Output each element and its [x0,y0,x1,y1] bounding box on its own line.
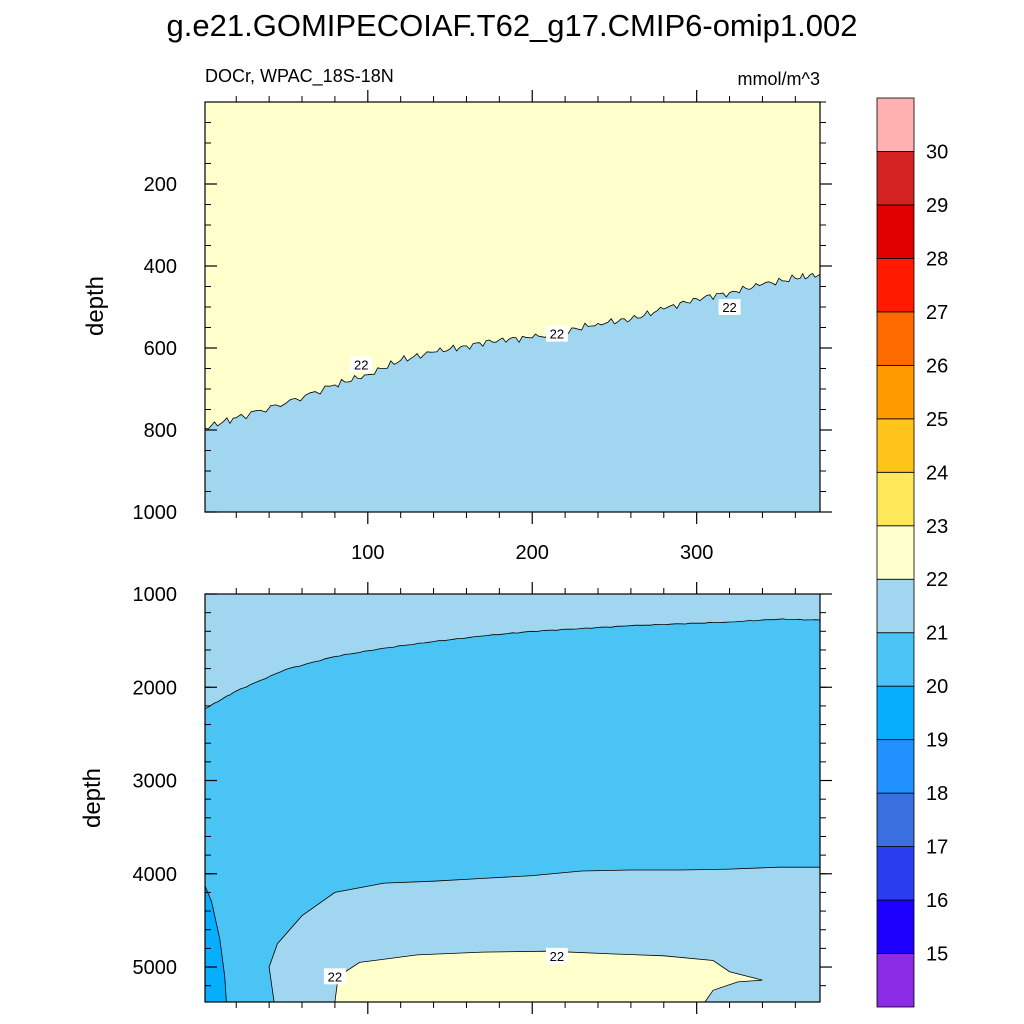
y-tick-label: 600 [144,338,177,360]
upper-contour-22 [204,272,821,430]
colorbar-label: 24 [926,462,948,484]
y-tick-label: 5000 [133,957,178,979]
colorbar-label: 23 [926,516,948,538]
chart-subtitle: DOCr, WPAC_18S-18N [205,66,394,87]
contour-label-bg [718,299,741,315]
x-tick-label: 200 [516,542,549,564]
colorbar-swatch [876,578,915,634]
contour-label-bg [350,356,373,373]
colorbar: 15 16 17 18 19 20 21 22 23 24 25 26 27 28 29 30 [876,97,948,1008]
lower-contour-21-lower [268,866,820,1003]
y-tick-label: 800 [144,420,177,442]
y-tick-label: 3000 [133,771,178,793]
upper-fill-below-22 [205,273,820,512]
colorbar-swatch [876,953,915,1008]
x-tick-label: 100 [351,542,384,564]
colorbar-label: 22 [926,569,948,591]
colorbar-swatch [876,685,915,741]
contour-label: 22 [550,949,564,964]
colorbar-swatch [876,364,915,420]
colorbar-label: 27 [926,302,948,324]
x-tick-label: 300 [680,542,713,564]
colorbar-label: 19 [926,730,948,752]
colorbar-label: 16 [926,890,948,912]
y-tick-label: 4000 [133,864,178,886]
contour-label-bg [545,947,568,964]
y-tick-label: 1000 [133,584,178,606]
contour-label: 22 [354,357,368,372]
colorbar-label: 18 [926,783,948,805]
colorbar-label: 30 [926,141,948,163]
colorbar-swatch [876,258,915,313]
chart-title: g.e21.GOMIPECOIAF.T62_g17.CMIP6-omip1.00… [167,8,858,43]
colorbar-swatch [876,471,915,527]
colorbar-swatch [876,846,915,901]
lower-contour-22 [334,950,763,1003]
colorbar-label: 17 [926,837,948,859]
colorbar-label: 20 [926,676,948,698]
plot-frame [204,593,821,1003]
colorbar-swatch [876,739,915,794]
colorbar-label: 21 [926,623,948,645]
y-tick-label: 400 [144,256,177,278]
contour-label: 22 [550,327,564,342]
contour-label: 22 [328,969,342,984]
colorbar-swatch [876,525,915,580]
colorbar-label: 15 [926,944,948,966]
colorbar-label: 28 [926,248,948,270]
colorbar-swatch [876,632,915,687]
colorbar-swatch [876,311,915,366]
y-tick-label: 1000 [133,502,178,524]
lower-contour-20 [204,885,227,1003]
colorbar-swatch [876,792,915,847]
contour-label-bg [323,968,346,985]
lower-contour-21-upper [204,618,821,710]
colorbar-label: 25 [926,409,948,431]
colorbar-swatch [876,97,915,152]
lower-panel: 22 22 1000 2000 3000 4000 5000 [133,582,832,1014]
lower-blob-22-23 [334,951,763,1002]
colorbar-swatch [876,151,915,206]
upper-y-axis-label: depth [82,276,109,336]
colorbar-swatch [876,418,915,473]
y-tick-label: 200 [144,174,177,196]
lower-band-19-20 [205,885,227,1002]
colorbar-swatch [876,899,915,954]
units-label: mmol/m^3 [738,69,820,89]
lower-band-20-21 [205,618,820,1002]
colorbar-label: 26 [926,355,948,377]
contour-label-bg [545,325,568,342]
upper-panel: 22 22 22 200 400 600 800 1000 100 200 300 [133,90,832,564]
contour-label: 22 [722,300,736,315]
lower-y-axis-label: depth [79,768,106,828]
colorbar-label: 29 [926,195,948,217]
y-tick-label: 2000 [133,677,178,699]
colorbar-swatch [876,204,915,259]
